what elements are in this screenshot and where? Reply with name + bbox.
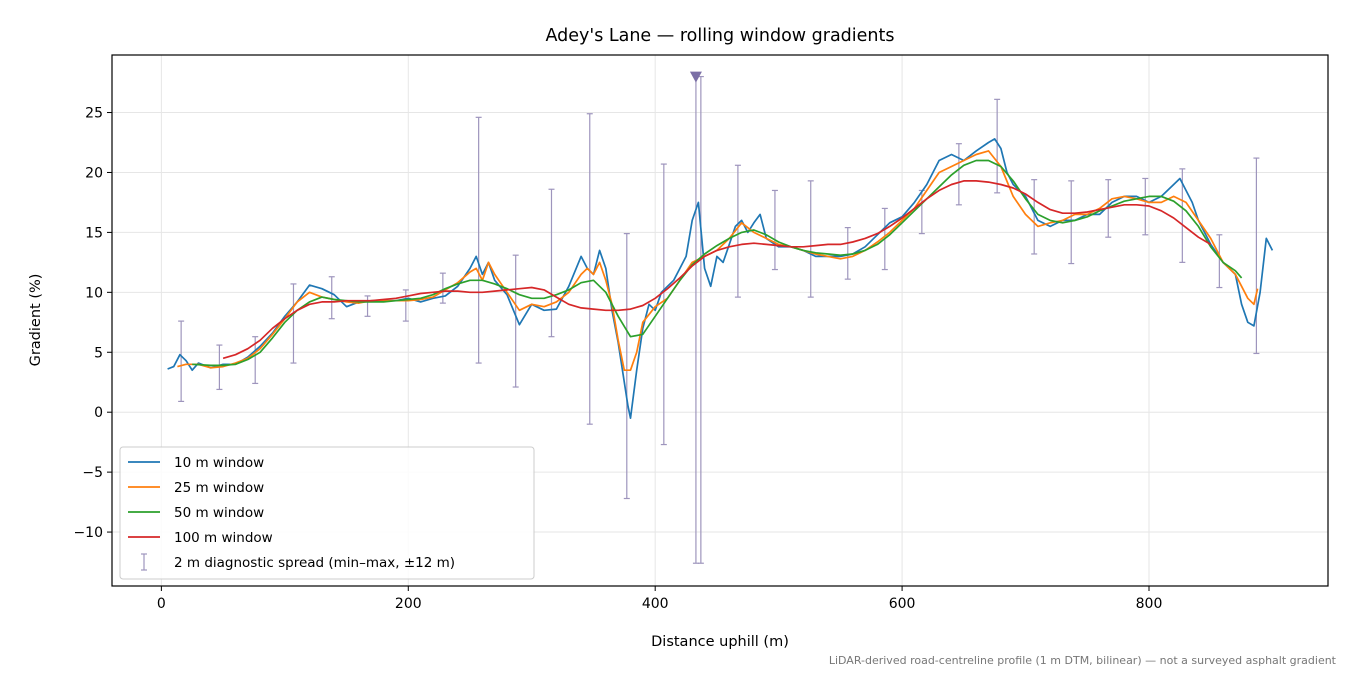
errorbar (1068, 180, 1075, 265)
gridlines (112, 55, 1328, 586)
y-tick-label: 20 (85, 165, 103, 181)
legend-label-2: 25 m window (174, 480, 264, 496)
footnote: LiDAR-derived road-centreline profile (1… (829, 654, 1337, 667)
legend: 10 m window 25 m window 50 m window 100 m w… (119, 446, 535, 580)
x-axis-label: Distance uphill (m) (651, 634, 789, 650)
y-tick-label: 10 (85, 285, 103, 301)
errorbar (290, 283, 297, 364)
y-axis-label: Gradient (%) (28, 274, 44, 367)
x-tick-label: 0 (157, 596, 166, 612)
errorbar (548, 188, 555, 338)
errorbar (734, 164, 741, 298)
errorbar (364, 295, 371, 317)
x-tick-label: 800 (1136, 596, 1163, 612)
legend-label-1: 10 m window (174, 455, 264, 471)
spike-marker-triangle (689, 71, 702, 83)
legend-label-3: 50 m window (174, 505, 264, 521)
errorbar (1216, 234, 1223, 289)
y-tick-label: −10 (73, 525, 103, 541)
y-tick-label: 5 (94, 345, 103, 361)
errorbar (512, 254, 519, 388)
legend-label-4: 100 m window (174, 530, 273, 546)
errorbar (1031, 179, 1038, 255)
legend-label-errorbars: 2 m diagnostic spread (min–max, ±12 m) (174, 555, 455, 571)
series-line-4 (222, 180, 1212, 360)
series-layer (167, 138, 1274, 420)
y-tick-label: 25 (85, 106, 103, 122)
errorbar (807, 180, 814, 298)
errorbar (178, 320, 185, 403)
errorbar (328, 276, 335, 320)
x-tick-label: 200 (395, 596, 422, 612)
y-axis: −10 −5 0 5 10 15 20 25 (73, 106, 112, 541)
errorbar (402, 289, 409, 322)
y-tick-label: −5 (82, 465, 103, 481)
errorbar (1142, 177, 1149, 236)
errorbar (994, 98, 1001, 194)
errorbar (439, 272, 446, 304)
errorbar (475, 116, 482, 364)
errorbar (1253, 157, 1260, 355)
x-tick-label: 600 (889, 596, 916, 612)
errorbar (955, 143, 962, 206)
series-line-3 (192, 159, 1243, 367)
errorbar (771, 189, 778, 271)
plot-area-frame (111, 54, 1329, 587)
x-axis: 0 200 400 600 800 (157, 586, 1162, 612)
errorbar (844, 227, 851, 280)
y-tick-label: 0 (94, 405, 103, 421)
legend-box (119, 446, 535, 580)
chart-title: Adey's Lane — rolling window gradients (545, 26, 894, 46)
errorbar (586, 113, 593, 425)
errorbar (623, 232, 630, 500)
x-tick-label: 400 (642, 596, 669, 612)
y-tick-label: 15 (85, 225, 103, 241)
